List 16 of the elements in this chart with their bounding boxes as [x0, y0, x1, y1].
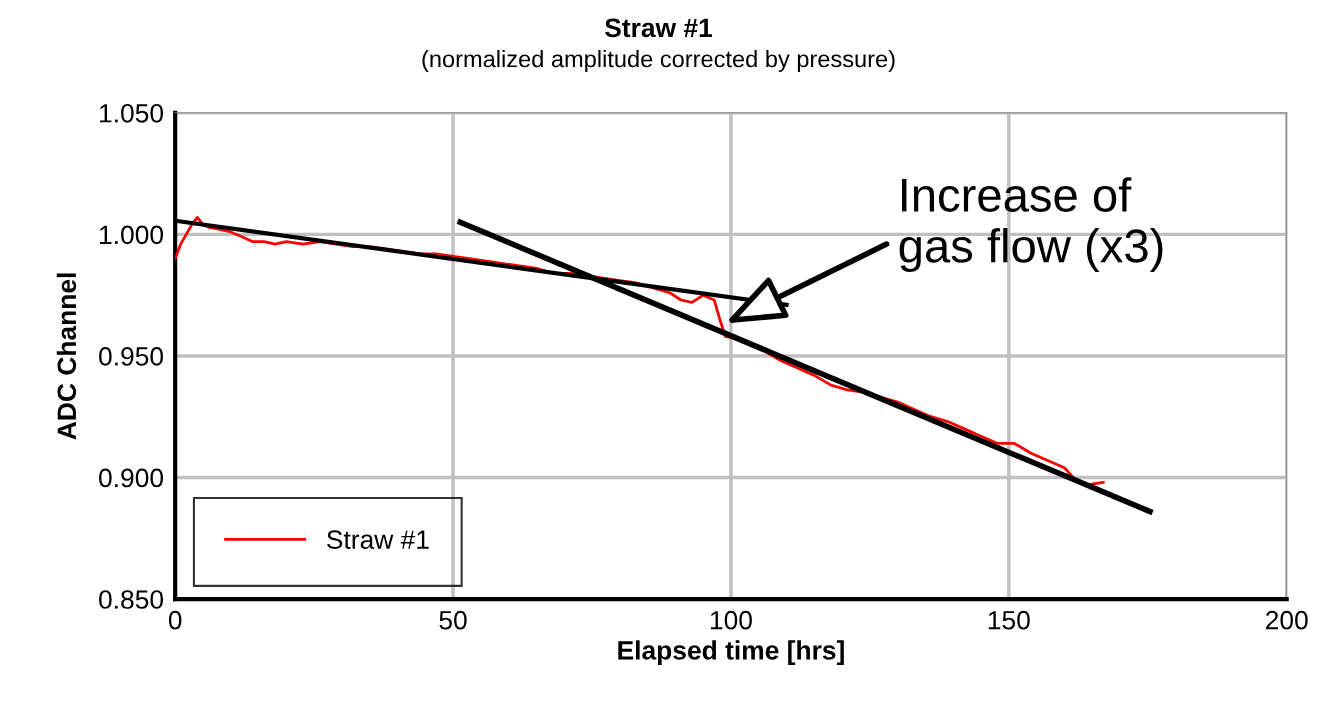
chart-subtitle: (normalized amplitude corrected by pressure) — [422, 49, 895, 72]
y-tick-label: 1.050 — [100, 103, 164, 123]
x-axis-title: Elapsed time [hrs] — [618, 640, 844, 665]
y-tick-label: 0.950 — [99, 347, 164, 366]
annotation: Increase of gas flow (x3) — [899, 177, 1163, 273]
x-tick-label: 100 — [710, 610, 752, 630]
x-tick-label: 0 — [168, 610, 182, 630]
x-tick-label: 150 — [988, 610, 1030, 630]
y-tick-label: 0.900 — [99, 468, 164, 488]
y-axis-title: ADC Channel — [56, 273, 77, 440]
x-tick-label: 50 — [439, 610, 467, 630]
x-tick-label: 200 — [1266, 610, 1308, 630]
y-tick-label: 1.000 — [100, 225, 164, 245]
y-tick-label: 0.850 — [99, 590, 164, 609]
chart-title: Straw #1 — [604, 18, 713, 38]
legend-label: Straw #1 — [327, 530, 429, 549]
